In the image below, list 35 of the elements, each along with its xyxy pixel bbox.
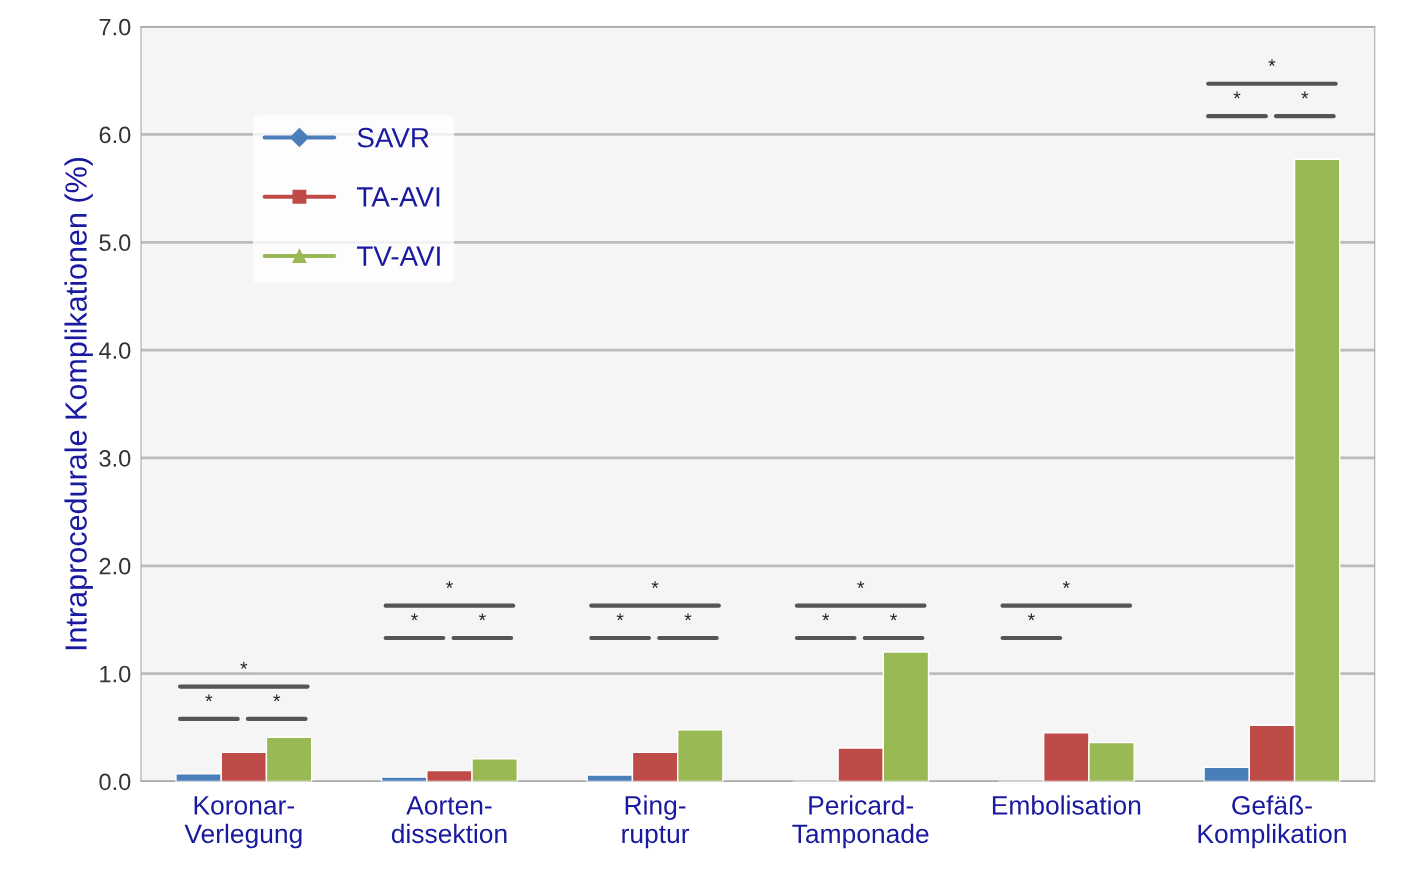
annotation: *	[273, 694, 281, 702]
annotation: *	[1062, 581, 1070, 588]
y-axis-title: Intraprocedurale Komplikationen (%)	[64, 157, 93, 650]
annotation: *	[1233, 91, 1241, 99]
annotation: *	[651, 581, 659, 588]
annotation: *	[478, 613, 486, 621]
annotation: *	[1301, 91, 1309, 99]
annotation: *	[684, 613, 692, 621]
y-tick-label: 3.0	[99, 450, 131, 467]
legend-label: SAVR	[357, 127, 429, 148]
x-tick-label: Embolisation	[992, 795, 1141, 815]
annotation: *	[411, 613, 418, 621]
x-tick-label: Pericard- Tamponade	[792, 795, 929, 849]
annotation: *	[857, 581, 865, 588]
y-tick-label: 1.0	[100, 665, 131, 683]
annotation: *	[445, 581, 453, 588]
annotation: *	[240, 662, 248, 669]
y-tick-label: 6.0	[99, 126, 131, 144]
x-tick-label: Aorten- dissektion	[391, 796, 507, 844]
x-tick-label: Gefäß- Komplikation	[1198, 795, 1346, 849]
annotation: *	[822, 613, 830, 621]
annotation: *	[205, 694, 213, 702]
y-tick-label: 4.0	[99, 342, 131, 359]
legend-label: TV-AVI	[356, 246, 440, 266]
annotation: *	[616, 613, 624, 621]
annotation: *	[1027, 613, 1035, 621]
legend-label: TA-AVI	[356, 187, 440, 207]
y-tick-label: 7.0	[99, 18, 131, 36]
y-tick-label: 2.0	[99, 557, 131, 575]
annotation: *	[890, 613, 898, 621]
annotation: *	[1268, 59, 1276, 67]
y-tick-label: 5.0	[99, 234, 131, 252]
x-tick-label: Koronar- Verlegung	[184, 796, 302, 849]
y-tick-label: 0.0	[99, 773, 131, 791]
x-tick-label: Ring- ruptur	[622, 795, 690, 849]
